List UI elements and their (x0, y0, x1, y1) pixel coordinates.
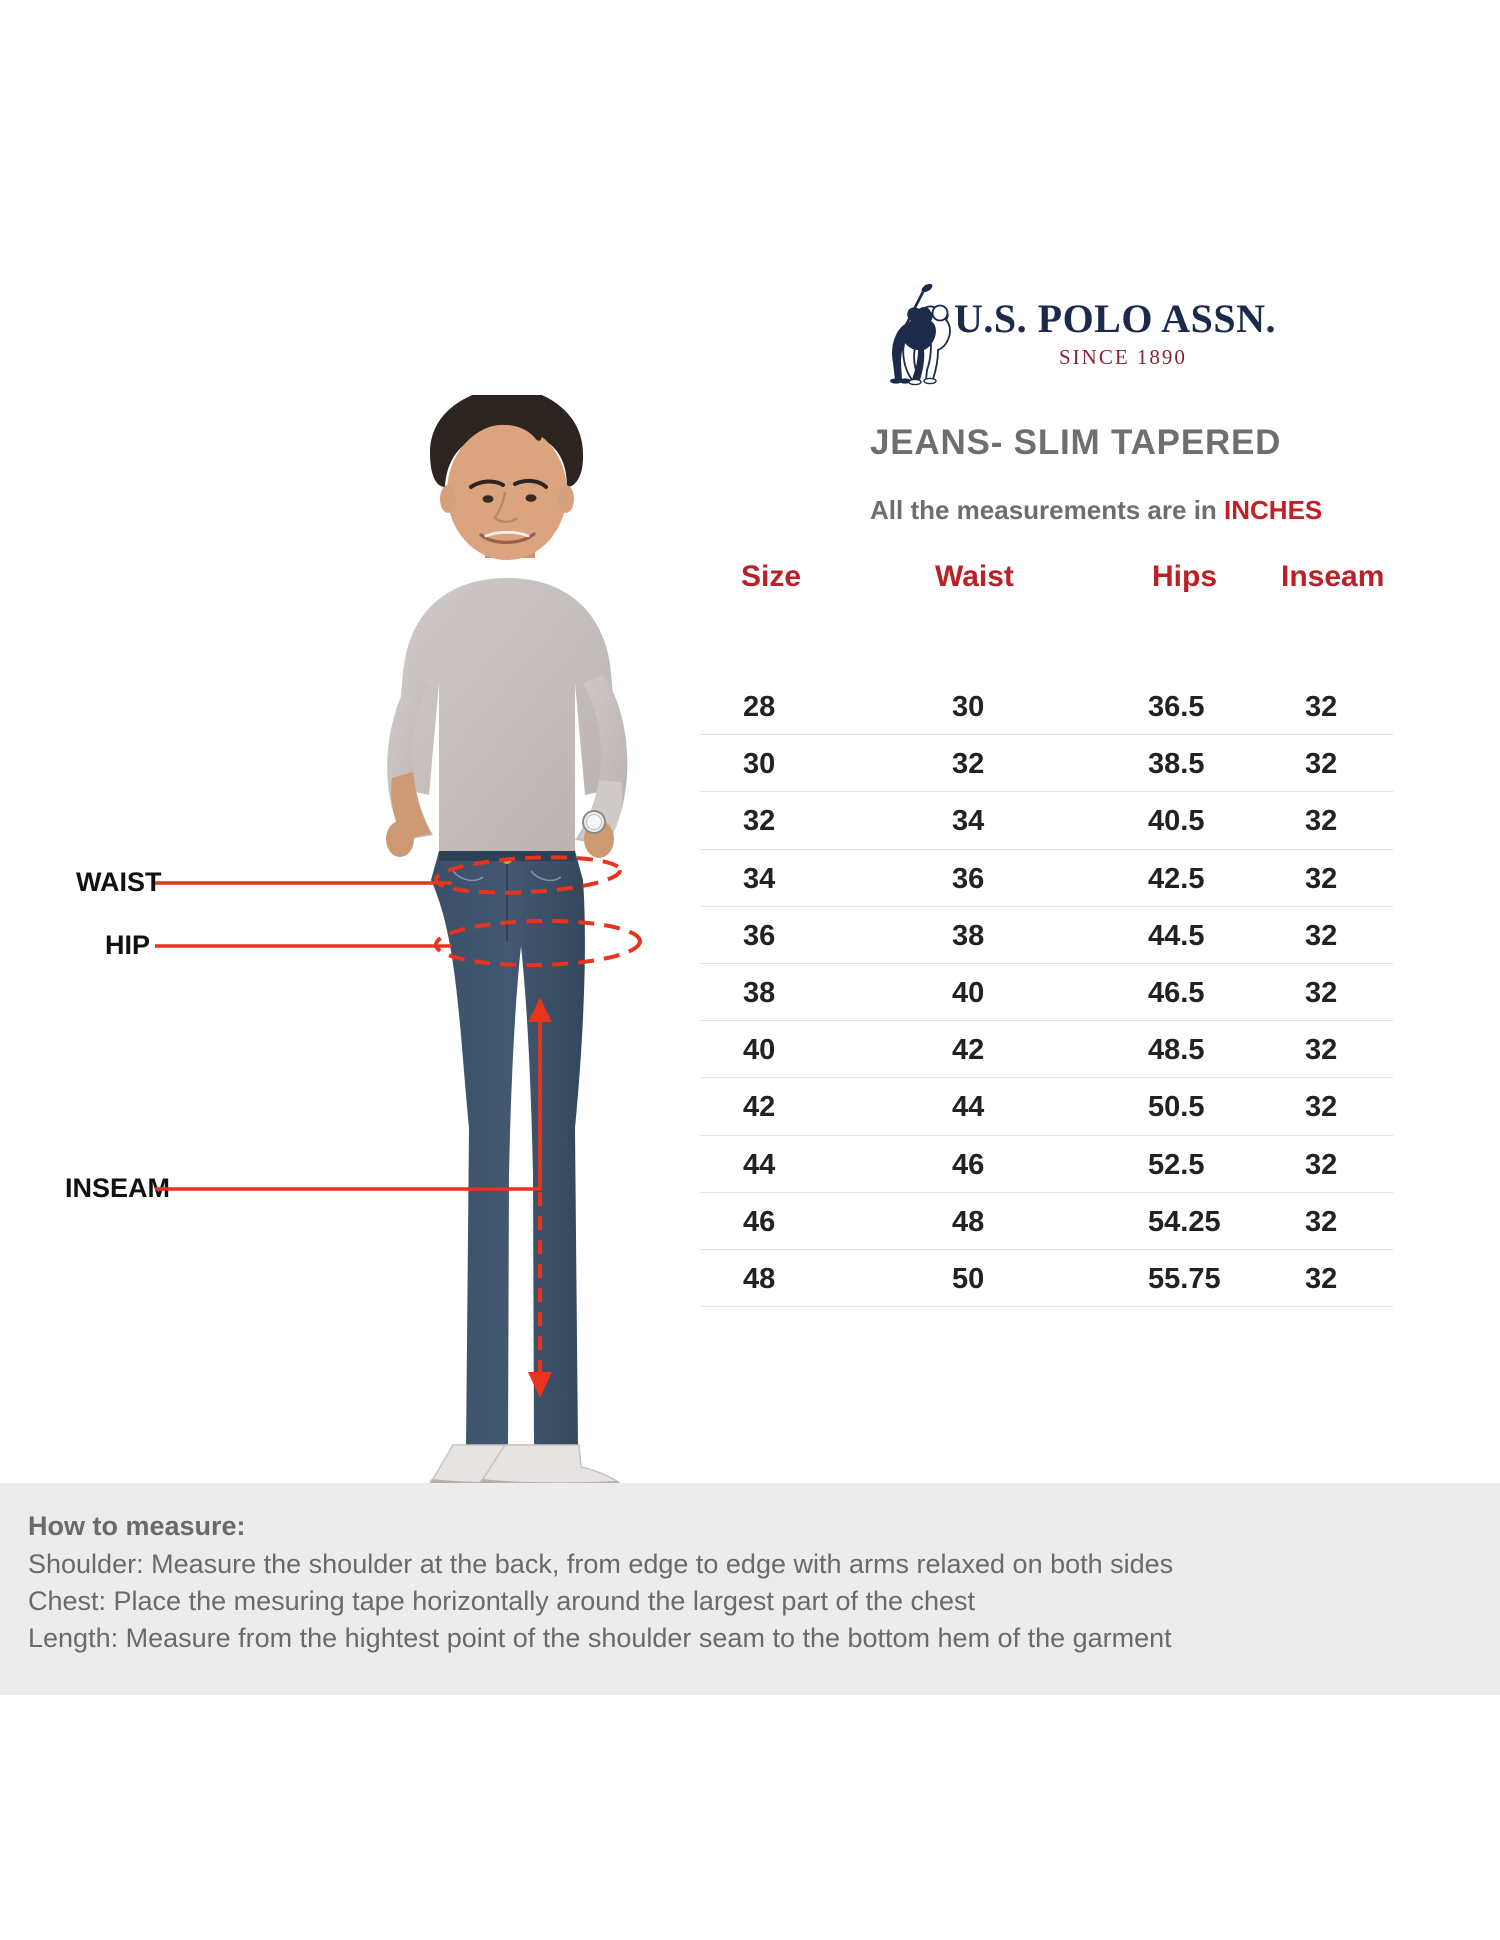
svg-text:INSEAM: INSEAM (65, 1173, 170, 1203)
svg-text:HIP: HIP (105, 930, 150, 960)
svg-text:WAIST: WAIST (76, 867, 162, 897)
